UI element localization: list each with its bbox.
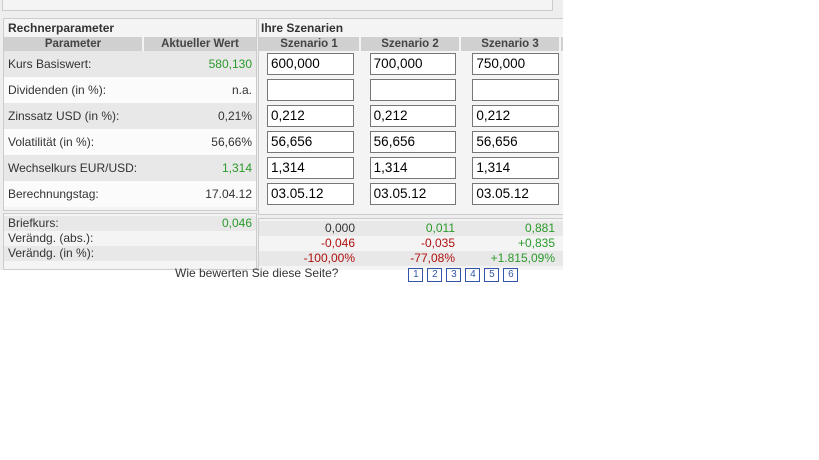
result-value-row: -0,046 -0,035 +0,835 — [259, 236, 563, 251]
col-scenario-1: Szenario 1 — [259, 37, 361, 51]
scenario-1-input[interactable]: 0,212 — [267, 105, 354, 127]
calculator-panel: Rechnerparameter Parameter Aktueller Wert… — [0, 0, 563, 270]
result-label: Verändg. (abs.): — [8, 231, 94, 245]
scenario-row: 0,212 0,212 0,212 — [259, 103, 563, 129]
scenario-3-input[interactable]: 750,000 — [472, 53, 560, 75]
scenario-3-input[interactable]: 03.05.12 — [472, 183, 560, 205]
page-rating: Wie bewerten Sie diese Seite? 1 2 3 4 5 6 — [175, 266, 522, 282]
scenario-2-result: 0,011 — [425, 221, 455, 235]
rating-option[interactable]: 5 — [484, 268, 500, 282]
scenario-3-input[interactable]: 1,314 — [472, 157, 560, 179]
param-label: Dividenden (in %): — [8, 83, 107, 97]
panel-title: Ihre Szenarien — [261, 21, 344, 35]
param-value: 580,130 — [208, 57, 252, 71]
result-values: 0,000 0,011 0,881 -0,046 -0,035 +0,835 -100,00… — [258, 218, 563, 270]
result-label-row: Verändg. (abs.): — [4, 231, 256, 246]
scenario-1-result: -0,046 — [320, 236, 355, 250]
parameter-panel: Rechnerparameter Parameter Aktueller Wert… — [3, 18, 257, 211]
scenario-3-input[interactable]: 0,212 — [472, 105, 560, 127]
scenario-3-result: 0,881 — [524, 221, 555, 235]
scenario-1-input[interactable]: 56,656 — [267, 131, 354, 153]
scenario-2-input[interactable]: 56,656 — [369, 131, 457, 153]
scenario-2-result: -0,035 — [420, 236, 455, 250]
result-label: Verändg. (in %): — [8, 246, 95, 260]
param-value: 17.04.12 — [205, 187, 252, 201]
result-labels: Briefkurs: 0,046 Verändg. (abs.): Verändg. … — [3, 213, 257, 270]
result-label-row: Verändg. (in %): — [4, 246, 256, 261]
param-value: n.a. — [231, 83, 252, 97]
param-value: 0,21% — [217, 109, 252, 123]
scenario-2-input[interactable]: 0,212 — [369, 105, 457, 127]
param-row: Dividenden (in %): n.a. — [4, 77, 256, 103]
scenario-row: 56,656 56,656 56,656 — [259, 129, 563, 155]
scenario-3-input[interactable]: 56,656 — [472, 131, 560, 153]
result-value-row: 0,000 0,011 0,881 — [259, 221, 563, 236]
param-row: Berechnungstag: 17.04.12 — [4, 181, 256, 207]
scenario-2-result: -77,08% — [410, 251, 455, 265]
scenario-1-input[interactable]: 600,000 — [267, 53, 354, 75]
scenario-1-input[interactable]: 1,314 — [267, 157, 354, 179]
scenario-3-result: +1.815,09% — [490, 251, 555, 265]
param-label: Berechnungstag: — [8, 187, 99, 201]
col-scenario-3: Szenario 3 — [461, 37, 561, 51]
rating-label: Wie bewerten Sie diese Seite? — [175, 266, 339, 280]
top-tab — [2, 0, 214, 11]
param-value: 1,314 — [221, 161, 252, 175]
param-value: 56,66% — [211, 135, 252, 149]
param-row: Wechselkurs EUR/USD: 1,314 — [4, 155, 256, 181]
param-row: Kurs Basiswert: 580,130 — [4, 51, 256, 77]
panel-title: Rechnerparameter — [8, 21, 115, 35]
scenario-1-input[interactable] — [267, 79, 354, 101]
scenario-row: 600,000 700,000 750,000 — [259, 51, 563, 77]
current-briefkurs: 0,046 — [221, 216, 252, 230]
col-parameter: Parameter — [4, 37, 144, 51]
scenario-row: 1,314 1,314 1,314 — [259, 155, 563, 181]
param-label: Wechselkurs EUR/USD: — [8, 161, 138, 175]
scenario-3-result: +0,835 — [517, 236, 555, 250]
col-scenario-2: Szenario 2 — [361, 37, 461, 51]
param-row: Volatilität (in %): 56,66% — [4, 129, 256, 155]
top-tab-2 — [212, 0, 553, 11]
col-current-value: Aktueller Wert — [161, 38, 239, 50]
scenario-2-input[interactable] — [369, 79, 457, 101]
rating-option[interactable]: 2 — [427, 268, 443, 282]
param-row: Zinssatz USD (in %): 0,21% — [4, 103, 256, 129]
param-label: Zinssatz USD (in %): — [8, 109, 120, 123]
rating-option[interactable]: 6 — [503, 268, 519, 282]
scenario-panel: Ihre Szenarien Szenario 1 Szenario 2 Szena… — [258, 18, 563, 215]
scenario-2-input[interactable]: 1,314 — [369, 157, 457, 179]
rating-option[interactable]: 1 — [408, 268, 424, 282]
scenario-1-result: -100,00% — [303, 251, 355, 265]
scenario-3-input[interactable] — [472, 79, 560, 101]
current-briefkurs — [144, 231, 256, 246]
scenario-1-result: 0,000 — [324, 221, 355, 235]
scenario-1-input[interactable]: 03.05.12 — [267, 183, 354, 205]
current-briefkurs — [144, 246, 256, 261]
param-label: Kurs Basiswert: — [8, 57, 92, 71]
rating-option[interactable]: 4 — [465, 268, 481, 282]
scenario-2-input[interactable]: 700,000 — [369, 53, 457, 75]
scenario-row — [259, 77, 563, 103]
param-label: Volatilität (in %): — [8, 135, 95, 149]
result-label: Briefkurs: — [8, 216, 59, 230]
result-value-row: -100,00% -77,08% +1.815,09% — [259, 251, 563, 266]
scenario-row: 03.05.12 03.05.12 03.05.12 — [259, 181, 563, 207]
rating-option[interactable]: 3 — [446, 268, 462, 282]
result-label-row: Briefkurs: 0,046 — [4, 216, 256, 231]
scenario-2-input[interactable]: 03.05.12 — [369, 183, 457, 205]
